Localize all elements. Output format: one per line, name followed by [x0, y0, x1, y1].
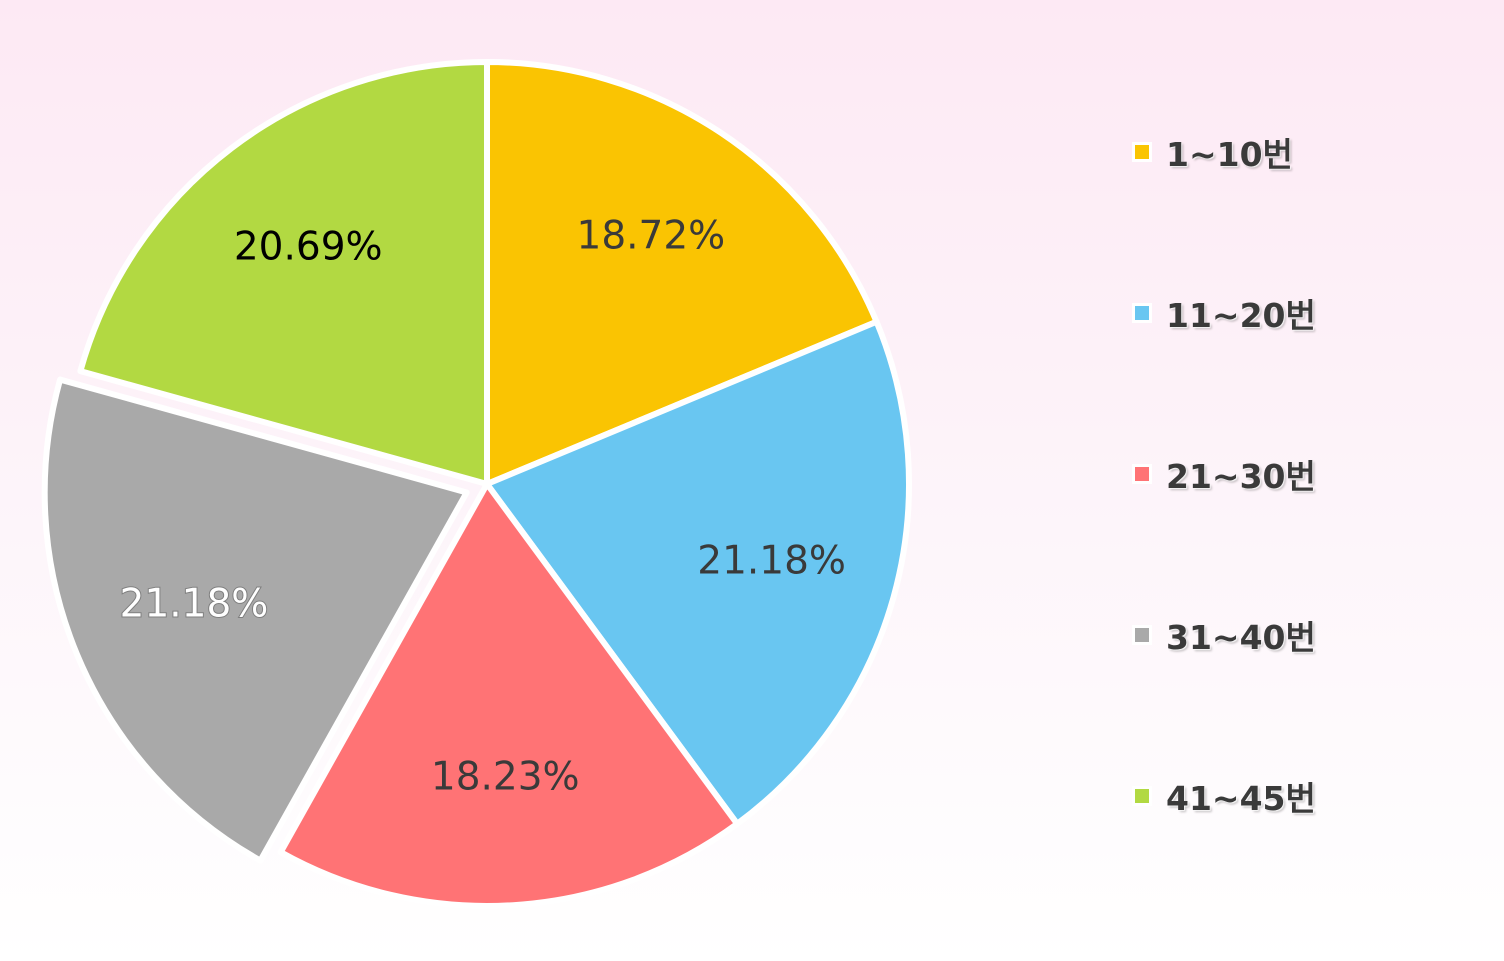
slice-value-label: 18.72%: [577, 214, 726, 259]
legend-swatch: [1132, 303, 1152, 323]
legend-item[interactable]: 21~30번: [1132, 442, 1462, 506]
slice-value-label: 20.69%: [234, 224, 383, 269]
pie-slice[interactable]: [77, 59, 490, 487]
legend-item[interactable]: 1~10번: [1132, 120, 1462, 184]
legend-item[interactable]: 11~20번: [1132, 281, 1462, 345]
legend-item[interactable]: 41~45번: [1132, 764, 1462, 828]
legend-label: 21~30번: [1166, 457, 1316, 496]
pie-slice[interactable]: [41, 376, 470, 864]
pie-slice[interactable]: [484, 318, 912, 827]
legend: 1~10번 11~20번 21~30번 31~40번 41~45번: [1132, 120, 1462, 925]
legend-label: 31~40번: [1166, 618, 1316, 657]
legend-item[interactable]: 31~40번: [1132, 603, 1462, 667]
slice-value-label: 18.23%: [431, 754, 580, 799]
legend-swatch: [1132, 786, 1152, 806]
slice-value-label: 21.18%: [697, 539, 846, 584]
legend-swatch: [1132, 464, 1152, 484]
legend-swatch: [1132, 142, 1152, 162]
legend-label: 11~20번: [1166, 296, 1316, 335]
pie-slice[interactable]: [277, 481, 741, 909]
legend-swatch: [1132, 625, 1152, 645]
slice-value-label: 21.18%: [120, 582, 269, 627]
legend-label: 41~45번: [1166, 779, 1316, 818]
legend-label: 1~10번: [1166, 135, 1293, 174]
pie-slice[interactable]: [484, 59, 880, 487]
